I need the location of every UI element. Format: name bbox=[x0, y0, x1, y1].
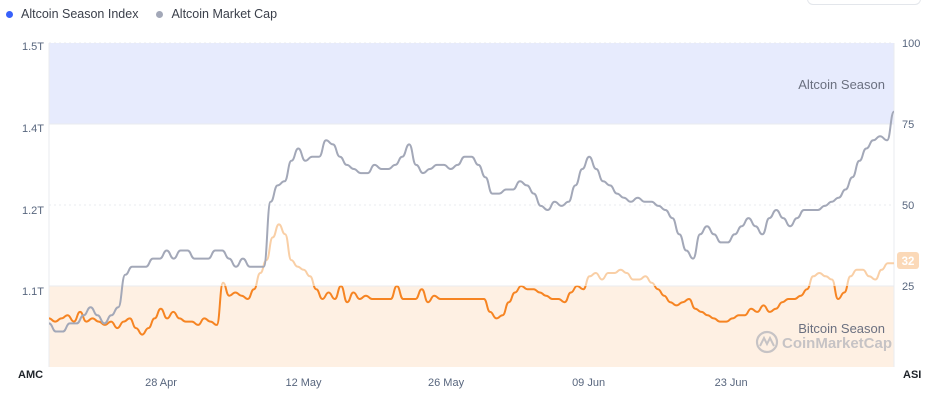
watermark-text: CoinMarketCap bbox=[782, 335, 892, 352]
legend-label-index: Altcoin Season Index bbox=[21, 7, 139, 21]
coinmarketcap-watermark: CoinMarketCap bbox=[755, 330, 892, 354]
chart-legend: Altcoin Season Index Altcoin Market Cap bbox=[6, 7, 277, 21]
legend-item-altcoin-season-index[interactable]: Altcoin Season Index bbox=[6, 7, 138, 21]
left-tick-label: 1.4T bbox=[22, 123, 44, 135]
altcoin-season-index-line bbox=[48, 286, 849, 336]
altcoin-season-label: Altcoin Season bbox=[798, 77, 885, 92]
x-tick-label: 23 Jun bbox=[715, 377, 748, 389]
x-tick-label: 09 Jun bbox=[572, 377, 605, 389]
legend-item-altcoin-market-cap[interactable]: Altcoin Market Cap bbox=[156, 7, 277, 21]
altcoin-market-cap-line bbox=[48, 110, 895, 333]
x-tick-label: 28 Apr bbox=[145, 377, 177, 389]
x-tick-label: 12 May bbox=[285, 377, 322, 389]
right-tick-label: 100 bbox=[902, 38, 920, 50]
left-tick-label: 1.1T bbox=[22, 286, 44, 298]
legend-dot-index bbox=[6, 10, 13, 18]
right-tick-label: 50 bbox=[902, 200, 914, 212]
grid-lines bbox=[48, 42, 895, 367]
bitcoin-season-label: Bitcoin Season bbox=[798, 321, 885, 336]
altcoin-season-zone bbox=[49, 43, 894, 124]
current-value-badge: 32 bbox=[897, 252, 919, 269]
left-axis-title: AMC bbox=[18, 369, 43, 381]
right-tick-label: 25 bbox=[902, 281, 914, 293]
right-axis-title: ASI bbox=[903, 369, 921, 381]
current-value-badge-text: 32 bbox=[902, 256, 915, 268]
coinmarketcap-logo-icon bbox=[755, 330, 779, 354]
left-tick-label: 1.2T bbox=[22, 205, 44, 217]
x-tick-label: 26 May bbox=[428, 377, 465, 389]
legend-label-mcap: Altcoin Market Cap bbox=[171, 7, 278, 21]
right-tick-label: 75 bbox=[902, 119, 914, 131]
left-tick-label: 1.5T bbox=[22, 41, 44, 53]
legend-dot-mcap bbox=[156, 10, 164, 18]
